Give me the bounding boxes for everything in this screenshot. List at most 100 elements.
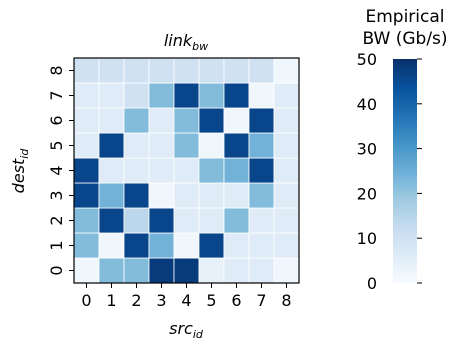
y-tick-label: 4 bbox=[47, 165, 66, 175]
y-tick-label: 6 bbox=[47, 115, 66, 125]
heatmap-cell-src6-dest1 bbox=[223, 232, 250, 259]
heatmap-cell-src3-dest8 bbox=[148, 57, 175, 84]
heatmap-cell-src7-dest2 bbox=[248, 207, 275, 234]
heatmap-cell-src0-dest6 bbox=[73, 107, 100, 134]
heatmap-cell-src1-dest1 bbox=[98, 232, 125, 259]
heatmap-cell-src4-dest4 bbox=[173, 157, 200, 184]
heatmap-cell-src6-dest8 bbox=[223, 57, 250, 84]
heatmap-cell-src4-dest7 bbox=[173, 82, 200, 109]
x-tick-label: 4 bbox=[181, 291, 191, 310]
heatmap-cell-src2-dest2 bbox=[123, 207, 150, 234]
heatmap-cell-src8-dest4 bbox=[273, 157, 300, 184]
colorbar-tick-label: 10 bbox=[357, 229, 377, 248]
heatmap-cell-src7-dest6 bbox=[248, 107, 275, 134]
heatmap-cell-src4-dest5 bbox=[173, 132, 200, 159]
colorbar-ticks: 0 10 20 30 40 50 bbox=[357, 50, 422, 293]
heatmap-cell-src3-dest3 bbox=[148, 182, 175, 209]
heatmap-cell-src7-dest7 bbox=[248, 82, 275, 109]
y-tick-label: 8 bbox=[47, 65, 66, 75]
heatmap-cell-src6-dest5 bbox=[223, 132, 250, 159]
heatmap-cell-src8-dest5 bbox=[273, 132, 300, 159]
heatmap-cell-src2-dest5 bbox=[123, 132, 150, 159]
y-axis-ticks: 0 1 2 3 4 5 6 7 8 bbox=[47, 65, 74, 276]
heatmap-cell-src2-dest3 bbox=[123, 182, 150, 209]
heatmap-cell-src1-dest6 bbox=[98, 107, 125, 134]
colorbar-tick-label: 40 bbox=[357, 95, 377, 114]
heatmap-cell-src2-dest4 bbox=[123, 157, 150, 184]
heatmap-cell-src0-dest1 bbox=[73, 232, 100, 259]
heatmap-cell-src8-dest3 bbox=[273, 182, 300, 209]
heatmap-cell-src7-dest3 bbox=[248, 182, 275, 209]
heatmap-cell-src5-dest1 bbox=[198, 232, 225, 259]
y-axis-label: destid bbox=[9, 148, 31, 194]
heatmap-cell-src3-dest5 bbox=[148, 132, 175, 159]
x-axis-label: srcid bbox=[169, 319, 204, 341]
heatmap-cells bbox=[73, 57, 300, 284]
heatmap-cell-src3-dest2 bbox=[148, 207, 175, 234]
x-tick-label: 5 bbox=[206, 291, 216, 310]
x-tick-label: 2 bbox=[131, 291, 141, 310]
heatmap-cell-src7-dest5 bbox=[248, 132, 275, 159]
heatmap-cell-src1-dest0 bbox=[98, 257, 125, 284]
colorbar-tick-label: 20 bbox=[357, 184, 377, 203]
heatmap-cell-src5-dest0 bbox=[198, 257, 225, 284]
heatmap-cell-src8-dest8 bbox=[273, 57, 300, 84]
heatmap-cell-src6-dest7 bbox=[223, 82, 250, 109]
heatmap-cell-src7-dest1 bbox=[248, 232, 275, 259]
heatmap-cell-src4-dest2 bbox=[173, 207, 200, 234]
heatmap-cell-src0-dest5 bbox=[73, 132, 100, 159]
heatmap-cell-src3-dest7 bbox=[148, 82, 175, 109]
heatmap-cell-src5-dest7 bbox=[198, 82, 225, 109]
heatmap-cell-src1-dest2 bbox=[98, 207, 125, 234]
heatmap-cell-src2-dest6 bbox=[123, 107, 150, 134]
heatmap-cell-src3-dest1 bbox=[148, 232, 175, 259]
heatmap-cell-src7-dest0 bbox=[248, 257, 275, 284]
heatmap-cell-src8-dest1 bbox=[273, 232, 300, 259]
x-tick-label: 0 bbox=[81, 291, 91, 310]
heatmap-cell-src5-dest3 bbox=[198, 182, 225, 209]
heatmap-cell-src4-dest0 bbox=[173, 257, 200, 284]
x-tick-label: 6 bbox=[231, 291, 241, 310]
heatmap-cell-src5-dest8 bbox=[198, 57, 225, 84]
heatmap-cell-src6-dest6 bbox=[223, 107, 250, 134]
heatmap-cell-src3-dest4 bbox=[148, 157, 175, 184]
heatmap-cell-src8-dest2 bbox=[273, 207, 300, 234]
heatmap-cell-src7-dest4 bbox=[248, 157, 275, 184]
colorbar-label-line1: Empirical bbox=[365, 7, 444, 27]
heatmap-cell-src5-dest2 bbox=[198, 207, 225, 234]
heatmap-cell-src0-dest2 bbox=[73, 207, 100, 234]
x-axis-label-subscript: id bbox=[193, 328, 204, 341]
y-tick-label: 5 bbox=[47, 140, 66, 150]
heatmap-cell-src0-dest3 bbox=[73, 182, 100, 209]
x-tick-label: 8 bbox=[281, 291, 291, 310]
y-tick-label: 2 bbox=[47, 215, 66, 225]
heatmap-cell-src2-dest8 bbox=[123, 57, 150, 84]
heatmap-cell-src0-dest7 bbox=[73, 82, 100, 109]
chart-title: linkbw bbox=[164, 31, 208, 53]
heatmap-cell-src4-dest6 bbox=[173, 107, 200, 134]
heatmap-cell-src5-dest6 bbox=[198, 107, 225, 134]
heatmap-cell-src7-dest8 bbox=[248, 57, 275, 84]
heatmap-cell-src3-dest6 bbox=[148, 107, 175, 134]
y-tick-label: 1 bbox=[47, 240, 66, 250]
heatmap-cell-src5-dest5 bbox=[198, 132, 225, 159]
heatmap-cell-src4-dest3 bbox=[173, 182, 200, 209]
y-tick-label: 7 bbox=[47, 90, 66, 100]
heatmap-cell-src0-dest8 bbox=[73, 57, 100, 84]
colorbar-tick-label: 30 bbox=[357, 140, 377, 159]
y-tick-label: 3 bbox=[47, 190, 66, 200]
heatmap-cell-src1-dest7 bbox=[98, 82, 125, 109]
colorbar bbox=[393, 59, 417, 283]
heatmap-cell-src3-dest0 bbox=[148, 257, 175, 284]
heatmap-cell-src2-dest7 bbox=[123, 82, 150, 109]
x-tick-label: 3 bbox=[156, 291, 166, 310]
heatmap-cell-src8-dest6 bbox=[273, 107, 300, 134]
heatmap-cell-src6-dest4 bbox=[223, 157, 250, 184]
x-tick-label: 1 bbox=[106, 291, 116, 310]
heatmap-cell-src2-dest1 bbox=[123, 232, 150, 259]
y-axis-label-subscript: id bbox=[18, 148, 31, 159]
heatmap-cell-src6-dest0 bbox=[223, 257, 250, 284]
heatmap-cell-src5-dest4 bbox=[198, 157, 225, 184]
